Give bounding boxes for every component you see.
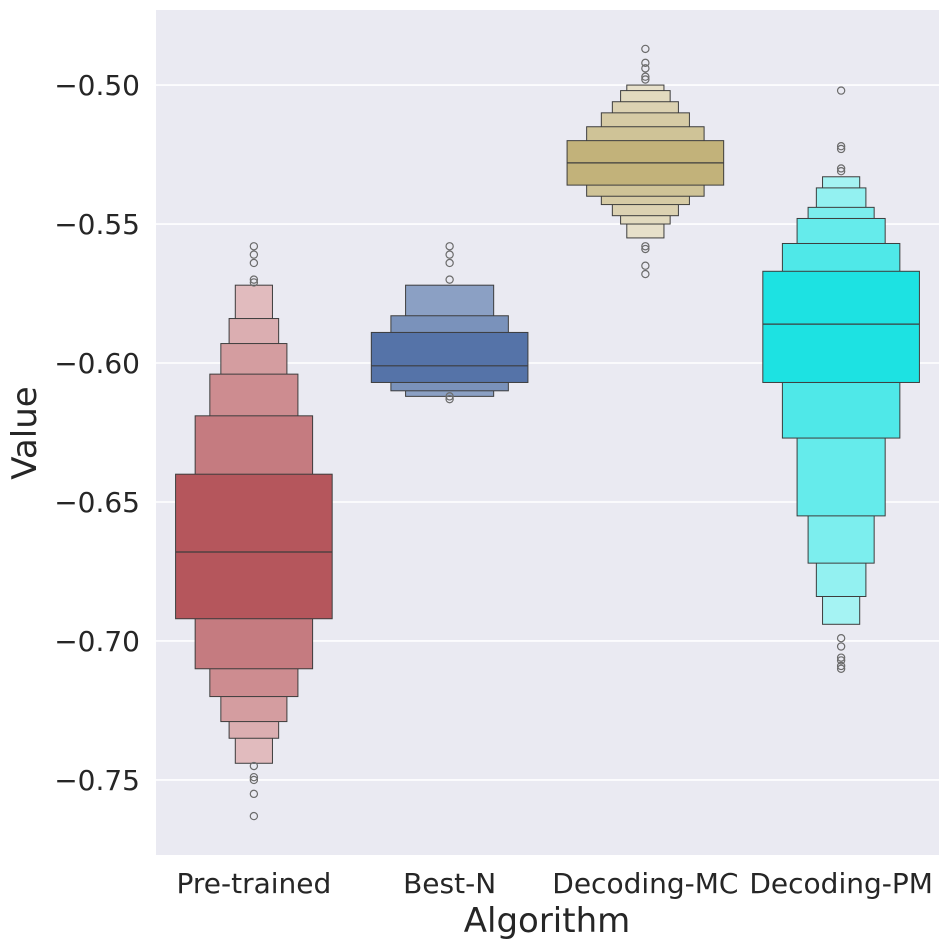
outlier-point <box>249 278 259 287</box>
outlier-point <box>641 269 650 279</box>
x-tick-label: Best-N <box>403 867 496 900</box>
outlier-point <box>249 761 259 771</box>
outlier-point <box>641 64 650 73</box>
outlier-point <box>836 653 846 662</box>
outlier-point <box>641 261 650 270</box>
outlier-point <box>249 811 259 821</box>
outlier-point <box>249 772 259 782</box>
outlier-point <box>836 164 846 173</box>
outlier-point <box>445 392 454 401</box>
outlier-point <box>445 250 454 259</box>
outlier-point <box>836 144 846 154</box>
x-tick-label: Pre-trained <box>176 867 331 900</box>
box-level <box>762 270 920 383</box>
x-tick-label: Decoding-MC <box>552 867 738 900</box>
x-tick-label: Decoding-PM <box>749 867 933 900</box>
outlier-point <box>445 242 454 251</box>
y-tick-label: −0.60 <box>54 347 140 380</box>
outlier-point <box>641 244 650 254</box>
outlier-point <box>445 258 454 268</box>
x-tick-labels: Pre-trained Best-N Decoding-MC Decoding-PM <box>176 867 932 900</box>
outlier-point <box>836 633 846 643</box>
outlier-point <box>836 142 846 151</box>
outlier-point <box>836 664 846 673</box>
outlier-point <box>641 44 650 54</box>
box-level <box>370 331 529 383</box>
outlier-point <box>249 258 259 268</box>
box-level <box>175 473 333 620</box>
y-axis-label: Value <box>5 386 45 479</box>
outlier-point <box>836 656 846 665</box>
y-tick-label: −0.50 <box>54 69 140 102</box>
outlier-point <box>249 789 259 799</box>
y-tick-label: −0.75 <box>54 764 140 797</box>
outlier-point <box>836 661 846 671</box>
y-tick-label: −0.55 <box>54 208 140 241</box>
outlier-point <box>249 775 259 785</box>
y-tick-label: −0.65 <box>54 486 140 519</box>
outlier-point <box>249 242 259 251</box>
y-tick-labels: −0.75 −0.70 −0.65 −0.60 −0.55 −0.50 <box>54 69 140 797</box>
y-tick-label: −0.70 <box>54 625 140 658</box>
outlier-point <box>641 72 650 81</box>
outlier-point <box>445 275 454 284</box>
outlier-point <box>641 75 650 84</box>
outlier-point <box>641 242 650 251</box>
x-axis-label: Algorithm <box>464 901 631 941</box>
outlier-point <box>836 642 846 651</box>
outlier-point <box>641 58 650 68</box>
outlier-point <box>249 250 259 259</box>
outlier-point <box>836 86 846 95</box>
outlier-point <box>249 275 259 284</box>
outlier-point <box>445 394 454 404</box>
boxes <box>175 44 920 821</box>
outlier-point <box>836 167 846 176</box>
